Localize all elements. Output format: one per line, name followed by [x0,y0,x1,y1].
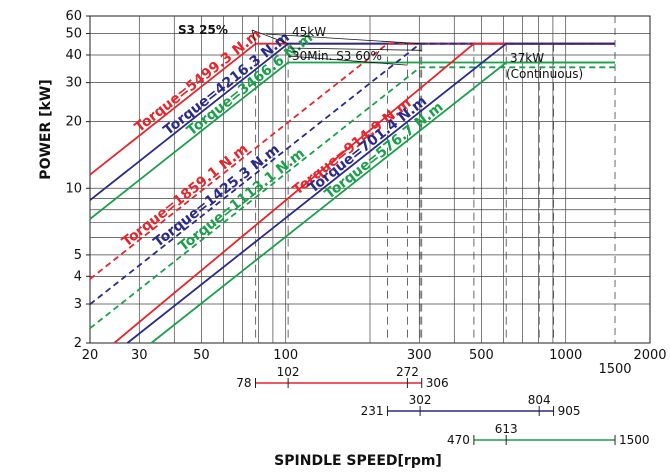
label-s3-25: S3 25% [178,23,228,37]
leader-line [251,29,257,44]
y-tick-label: 10 [65,181,82,196]
speed-range-mid2: 804 [528,393,551,407]
y-tick-label: 3 [74,297,82,312]
y-axis-title: POWER [kW] [38,79,54,179]
speed-range-end: 905 [558,404,581,418]
leader-line [251,29,289,45]
speed-range-end: 1500 [619,433,650,447]
grid [89,15,651,344]
speed-range-start: 231 [361,404,384,418]
label-continuous: (Continuous) [506,67,583,81]
y-tick-label: 20 [65,115,82,130]
y-tick-label: 40 [65,48,82,63]
series-line [150,61,615,344]
speed-range-start: 470 [447,433,470,447]
x-tick-label: 1500 [598,362,631,377]
speed-range-end: 306 [426,376,449,390]
speed-range-start: 78 [236,376,251,390]
x-tick-label: 2000 [633,348,666,363]
leader-line [287,47,422,51]
label-45kw: 45kW [292,25,326,39]
x-tick-label: 30 [131,348,148,363]
speed-range-mid2: 272 [396,365,419,379]
speed-range-mid: 302 [409,393,432,407]
x-tick-label: 100 [273,348,298,363]
x-tick-label: 50 [193,348,210,363]
y-tick-label: 50 [65,27,82,42]
y-tick-label: 60 [65,9,82,24]
series-line [89,66,615,330]
label-37kw: 37kW [510,51,544,65]
x-tick-label: 500 [469,348,494,363]
speed-range-mid: 102 [277,365,300,379]
speed-ranges: 78 102 272 306 231 302 804 905 470 613 1500 [236,365,649,447]
leader-line [287,55,408,66]
label-s3-60: 30Min. S3 60% [292,49,382,63]
x-tick-label: 300 [407,348,432,363]
y-tick-label: 5 [74,248,82,263]
series-layer [89,42,615,344]
x-tick-label: 1000 [549,348,582,363]
y-tick-label: 2 [74,336,82,351]
y-tick-label: 30 [65,76,82,91]
y-tick-label: 4 [74,269,82,284]
speed-range-mid: 613 [495,422,518,436]
leader-line [265,33,421,45]
x-tick-label: 20 [82,348,99,363]
x-axis-title: SPINDLE SPEED[rpm] [274,453,442,469]
series-line [126,42,615,344]
